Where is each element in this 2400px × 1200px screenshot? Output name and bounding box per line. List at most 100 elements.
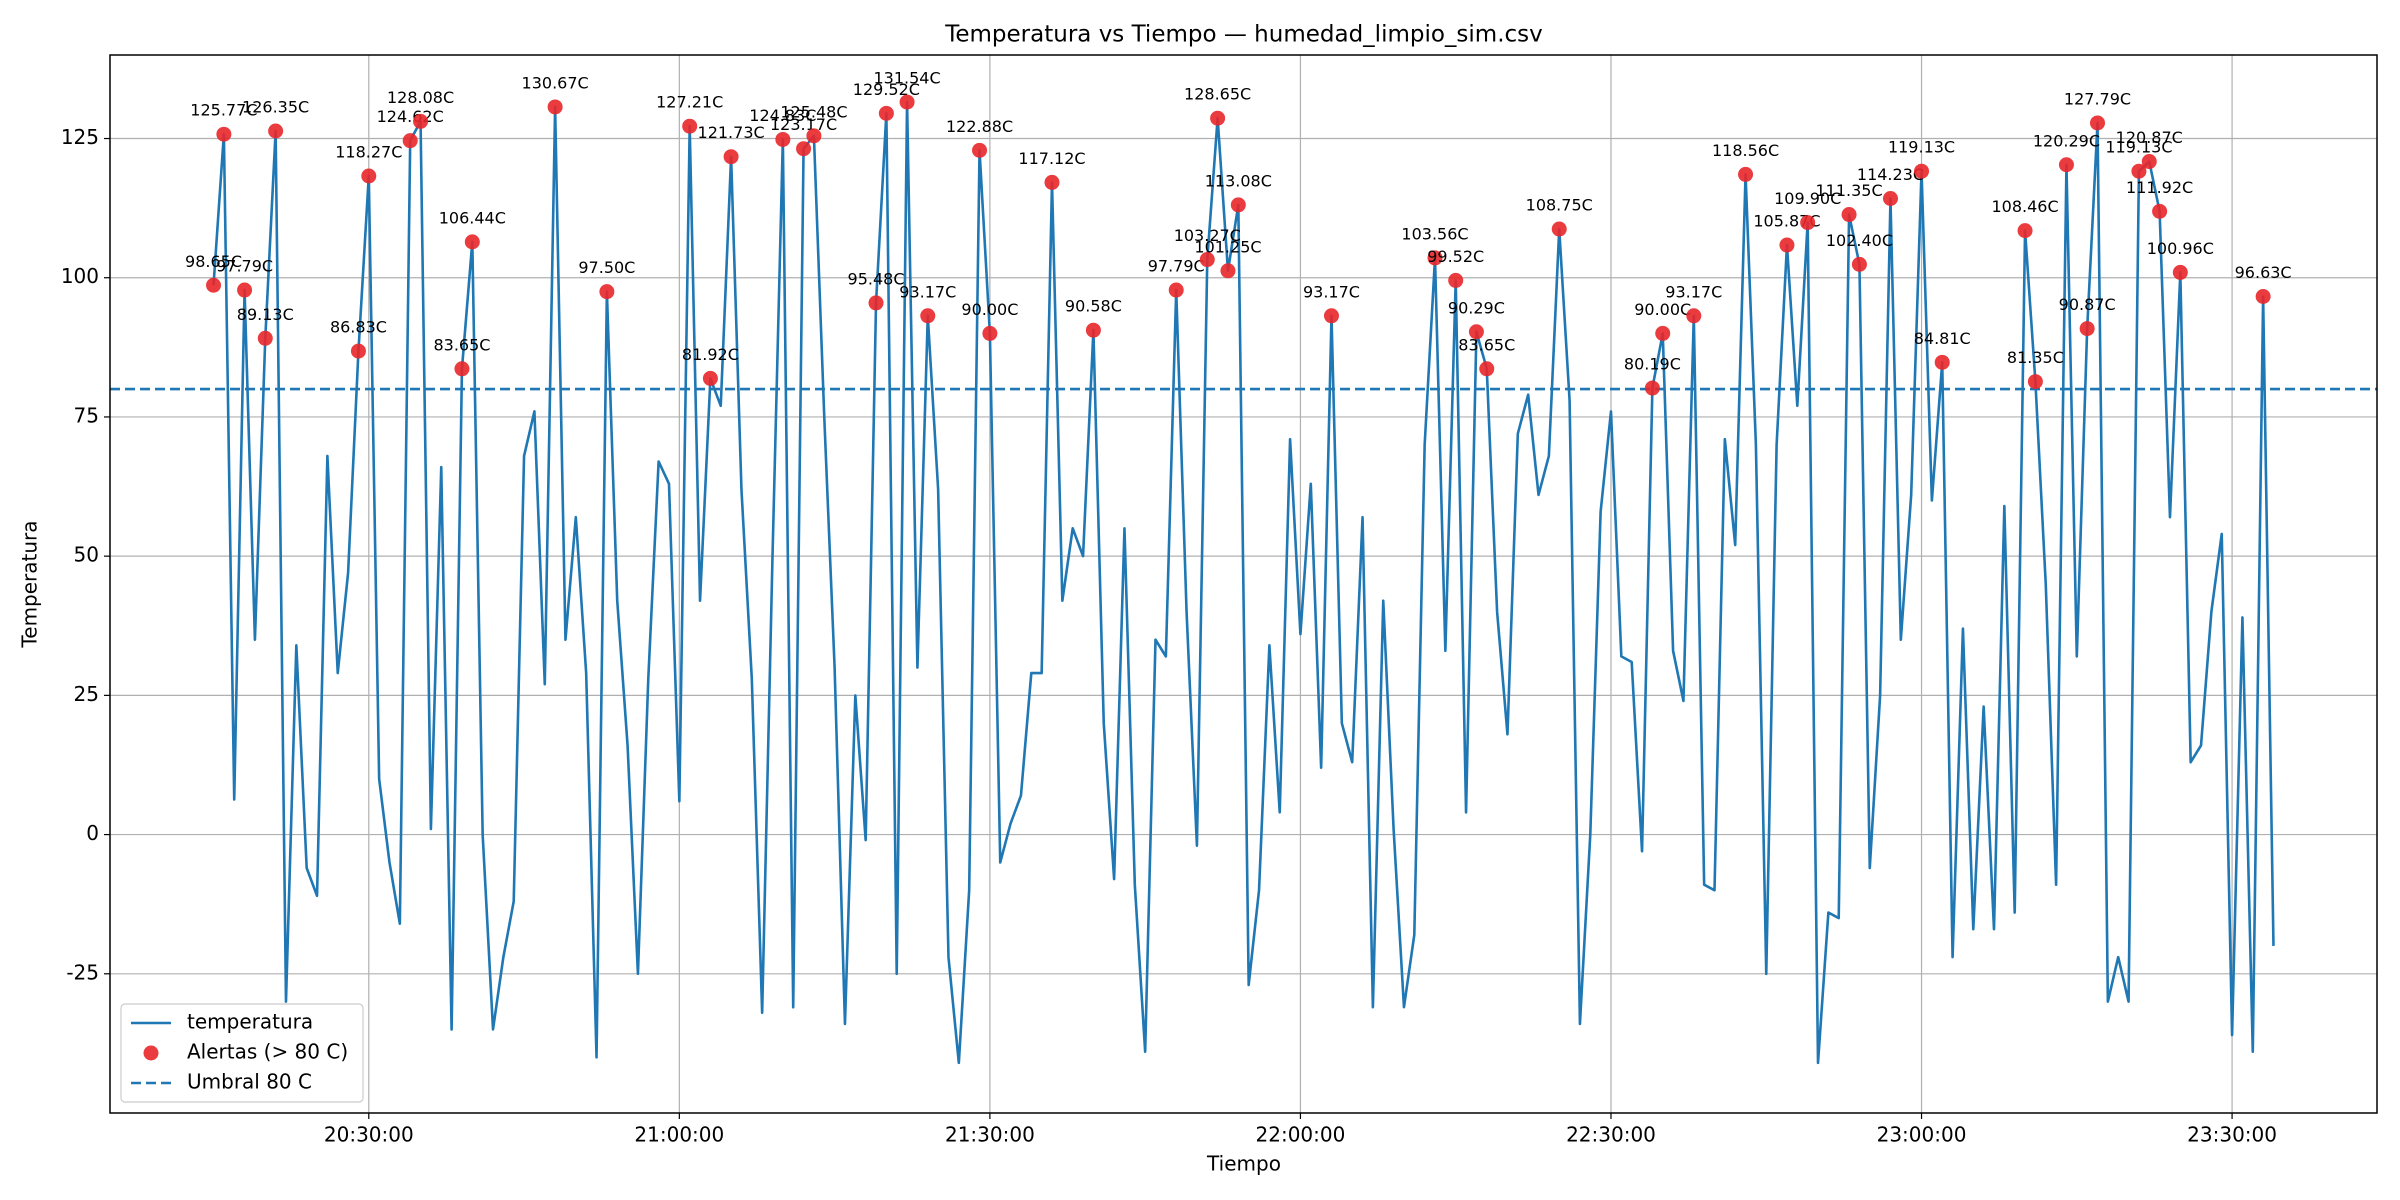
alert-label: 120.87C bbox=[2116, 128, 2183, 147]
alert-label: 117.12C bbox=[1018, 149, 1085, 168]
alert-label: 103.56C bbox=[1401, 224, 1468, 243]
alert-label: 128.08C bbox=[387, 88, 454, 107]
alert-label: 84.81C bbox=[1914, 329, 1971, 348]
x-tick-label: 23:30:00 bbox=[2187, 1123, 2277, 1147]
alert-label: 93.17C bbox=[899, 282, 956, 301]
axes-frame bbox=[109, 54, 2378, 1114]
alert-label: 83.65C bbox=[433, 335, 490, 354]
alert-marker bbox=[1427, 250, 1443, 266]
alert-label: 108.75C bbox=[1526, 196, 1593, 215]
alert-marker bbox=[1934, 354, 1950, 370]
alert-label: 93.17C bbox=[1665, 282, 1722, 301]
x-tick-label: 22:30:00 bbox=[1566, 1123, 1656, 1147]
y-tick-label: 75 bbox=[74, 403, 99, 427]
alert-marker bbox=[1168, 282, 1184, 298]
alert-marker bbox=[878, 105, 894, 121]
alert-label: 103.27C bbox=[1174, 226, 1241, 245]
alert-marker bbox=[1841, 207, 1857, 223]
alert-marker bbox=[1738, 166, 1754, 182]
x-tick-label: 23:00:00 bbox=[1877, 1123, 1967, 1147]
alert-label: 127.21C bbox=[656, 93, 723, 112]
alert-marker bbox=[2141, 154, 2157, 170]
alert-label: 90.00C bbox=[1634, 300, 1691, 319]
alert-label: 80.19C bbox=[1624, 355, 1681, 374]
alert-marker bbox=[796, 141, 812, 157]
alert-marker bbox=[1199, 252, 1215, 268]
x-tick-label: 21:30:00 bbox=[945, 1123, 1035, 1147]
x-axis-label: Tiempo bbox=[1206, 1152, 1281, 1176]
alert-marker bbox=[402, 133, 418, 149]
legend-label: Umbral 80 C bbox=[187, 1070, 312, 1094]
alert-label: 114.23C bbox=[1857, 165, 1924, 184]
alert-label: 125.77C bbox=[190, 101, 257, 120]
y-axis-label: Temperatura bbox=[18, 520, 42, 648]
legend-label: temperatura bbox=[187, 1010, 313, 1034]
alert-label: 90.58C bbox=[1065, 297, 1122, 316]
alert-marker bbox=[2131, 163, 2147, 179]
alert-label: 127.79C bbox=[2064, 89, 2131, 108]
alert-label: 113.08C bbox=[1205, 171, 1272, 190]
alert-label: 129.52C bbox=[853, 80, 920, 99]
alert-label: 130.67C bbox=[522, 73, 589, 92]
alert-marker bbox=[972, 142, 988, 158]
alert-label: 96.63C bbox=[2235, 263, 2292, 282]
alert-label: 90.29C bbox=[1448, 298, 1505, 317]
y-tick-label: 50 bbox=[74, 543, 99, 567]
alert-marker bbox=[206, 277, 222, 293]
alert-marker bbox=[268, 123, 284, 139]
alert-label: 90.00C bbox=[961, 300, 1018, 319]
alert-label: 111.35C bbox=[1815, 181, 1882, 200]
alert-marker bbox=[1800, 215, 1816, 231]
alert-label: 109.90C bbox=[1774, 189, 1841, 208]
alert-marker bbox=[2017, 223, 2033, 239]
y-tick-label: 100 bbox=[61, 264, 99, 288]
y-tick-label: 0 bbox=[86, 821, 99, 845]
alert-marker bbox=[1914, 163, 1930, 179]
alert-label: 97.50C bbox=[578, 258, 635, 277]
alert-label: 120.29C bbox=[2033, 131, 2100, 150]
alert-marker bbox=[2027, 374, 2043, 390]
alert-label: 95.48C bbox=[848, 269, 905, 288]
alert-marker bbox=[982, 325, 998, 341]
legend-label: Alertas (> 80 C) bbox=[187, 1040, 348, 1064]
temperature-line bbox=[212, 100, 2275, 1065]
alert-marker bbox=[2058, 157, 2074, 173]
alert-label: 126.35C bbox=[242, 98, 309, 117]
alert-marker bbox=[237, 282, 253, 298]
alert-marker bbox=[216, 126, 232, 142]
alert-marker bbox=[1479, 361, 1495, 377]
alert-label: 128.65C bbox=[1184, 85, 1251, 104]
alert-marker bbox=[1851, 256, 1867, 272]
alert-marker bbox=[1044, 174, 1060, 190]
alert-marker bbox=[1551, 221, 1567, 237]
alert-label: 81.92C bbox=[682, 345, 739, 364]
alert-label: 93.17C bbox=[1303, 282, 1360, 301]
alert-label: 90.87C bbox=[2059, 295, 2116, 314]
alert-marker bbox=[1779, 237, 1795, 253]
alert-marker bbox=[1644, 380, 1660, 396]
alert-marker bbox=[2172, 264, 2188, 280]
alert-marker bbox=[2152, 203, 2168, 219]
alert-label: 97.79C bbox=[1148, 257, 1205, 276]
alert-label: 89.13C bbox=[237, 305, 294, 324]
alert-label: 99.52C bbox=[1427, 247, 1484, 266]
alert-marker bbox=[361, 168, 377, 184]
alert-label: 102.40C bbox=[1826, 231, 1893, 250]
alert-label: 101.25C bbox=[1194, 237, 1261, 256]
alert-label: 121.73C bbox=[698, 123, 765, 142]
y-tick-label: 25 bbox=[74, 682, 99, 706]
alert-marker bbox=[1323, 308, 1339, 324]
alert-label: 124.83C bbox=[749, 106, 816, 125]
alert-label: 111.92C bbox=[2126, 178, 2193, 197]
alert-marker bbox=[1468, 324, 1484, 340]
alert-marker bbox=[2090, 115, 2106, 131]
alert-marker bbox=[682, 118, 698, 134]
alert-marker bbox=[806, 128, 822, 144]
legend: temperatura Alertas (> 80 C) Umbral 80 C bbox=[120, 1003, 364, 1103]
alert-marker bbox=[1085, 322, 1101, 338]
alert-marker bbox=[702, 370, 718, 386]
alert-marker bbox=[257, 330, 273, 346]
alert-marker bbox=[1882, 190, 1898, 206]
alert-label: 100.96C bbox=[2147, 239, 2214, 258]
